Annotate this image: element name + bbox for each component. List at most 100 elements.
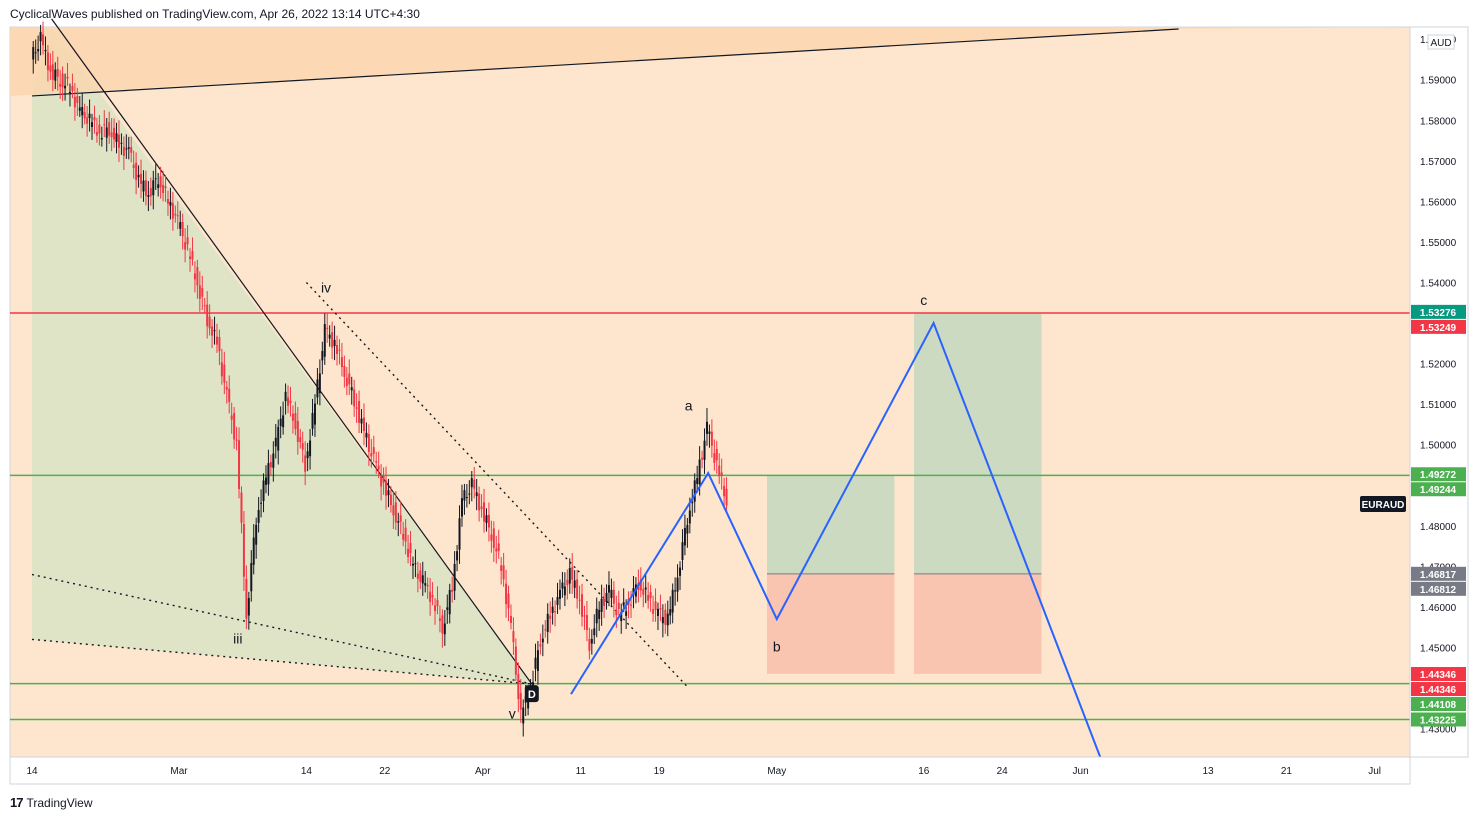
candle-body [487, 514, 490, 528]
candle-body [95, 131, 98, 136]
candle-body [186, 237, 189, 245]
wave-label: v [509, 705, 516, 721]
candle-body [407, 548, 410, 557]
y-tick-label: 1.45000 [1420, 644, 1457, 655]
candle-body [269, 461, 272, 468]
candle-body [171, 203, 174, 219]
candle-body [100, 138, 103, 140]
candle-body [470, 478, 473, 488]
candle-body [78, 107, 81, 111]
candle-body [255, 524, 258, 545]
candle-body [683, 527, 686, 546]
candle-body [397, 521, 400, 523]
price-badge-label: 1.43225 [1420, 715, 1457, 726]
candle-body [267, 463, 270, 485]
candle-body [710, 431, 713, 446]
candle-body [176, 215, 179, 217]
brand-name[interactable]: TradingView [26, 795, 93, 810]
candle-body [603, 598, 606, 607]
x-tick-label: Apr [475, 766, 491, 777]
candle-body [534, 657, 537, 669]
candle-body [49, 65, 52, 72]
candle-body [46, 52, 49, 71]
candle-body [105, 127, 108, 138]
candle-body [563, 586, 566, 596]
candle-body [135, 162, 138, 181]
price-badge-label: 1.53276 [1420, 308, 1457, 319]
candle-body [230, 415, 233, 420]
candle-body [465, 497, 468, 499]
time-axis[interactable] [9, 756, 1411, 785]
candle-body [257, 509, 260, 523]
candle-body [686, 524, 689, 534]
candle-body [164, 186, 167, 189]
x-tick-label: 14 [301, 766, 313, 777]
candle-body [245, 578, 248, 619]
candle-body [458, 518, 461, 550]
candle-body [279, 418, 282, 427]
candle-body [157, 184, 160, 189]
candle-body [581, 594, 584, 617]
price-badge [1411, 697, 1466, 712]
footer: 17 TradingView [10, 795, 93, 810]
candle-body [573, 580, 576, 588]
candle-body [331, 332, 334, 348]
wave-label: iv [321, 280, 331, 296]
candle-body [301, 443, 304, 450]
candle-body [184, 242, 187, 250]
candle-body [345, 377, 348, 386]
candle-body [664, 609, 667, 625]
candle-body [66, 76, 69, 79]
currency-label: AUD [1430, 38, 1451, 49]
candle-body [360, 418, 363, 424]
candle-body [76, 96, 79, 103]
x-tick-label: 19 [654, 766, 666, 777]
candle-body [485, 515, 488, 523]
candle-body [247, 598, 250, 616]
candle-body [549, 615, 552, 619]
candle-body [240, 492, 243, 523]
candle-body [558, 589, 561, 599]
y-tick-label: 1.51000 [1420, 400, 1457, 411]
candle-body [441, 615, 444, 634]
candle-body [659, 608, 662, 610]
candle-body [132, 164, 135, 169]
candle-body [353, 389, 356, 407]
candle-body [242, 524, 245, 577]
candle-body [561, 582, 564, 589]
candle-body [632, 588, 635, 595]
candle-body [137, 174, 140, 178]
candle-body [693, 480, 696, 502]
price-badge-label: 1.46817 [1420, 570, 1457, 581]
candle-body [483, 502, 486, 522]
candle-body [527, 701, 530, 709]
candle-body [639, 579, 642, 591]
candle-body [208, 316, 211, 329]
candle-body [110, 132, 113, 138]
candle-body [179, 222, 182, 229]
y-tick-label: 1.56000 [1420, 197, 1457, 208]
candle-body [576, 579, 579, 599]
candle-body [509, 615, 512, 624]
x-tick-label: 24 [997, 766, 1009, 777]
candle-body [434, 605, 437, 612]
candle-body [198, 285, 201, 299]
candle-body [367, 433, 370, 452]
candle-body [671, 589, 674, 613]
candle-body [291, 413, 294, 421]
candle-body [409, 543, 412, 554]
candle-body [189, 256, 192, 259]
wave-label: D [528, 689, 536, 701]
candle-body [656, 608, 659, 616]
candle-body [460, 498, 463, 517]
candle-body [402, 533, 405, 540]
candle-body [260, 502, 263, 504]
candle-body [284, 391, 287, 402]
candle-body [585, 615, 588, 631]
candle-body [59, 83, 62, 87]
candle-body [644, 587, 647, 590]
candle-body [313, 403, 316, 425]
price-axis[interactable] [1409, 26, 1469, 758]
candle-body [162, 184, 165, 194]
